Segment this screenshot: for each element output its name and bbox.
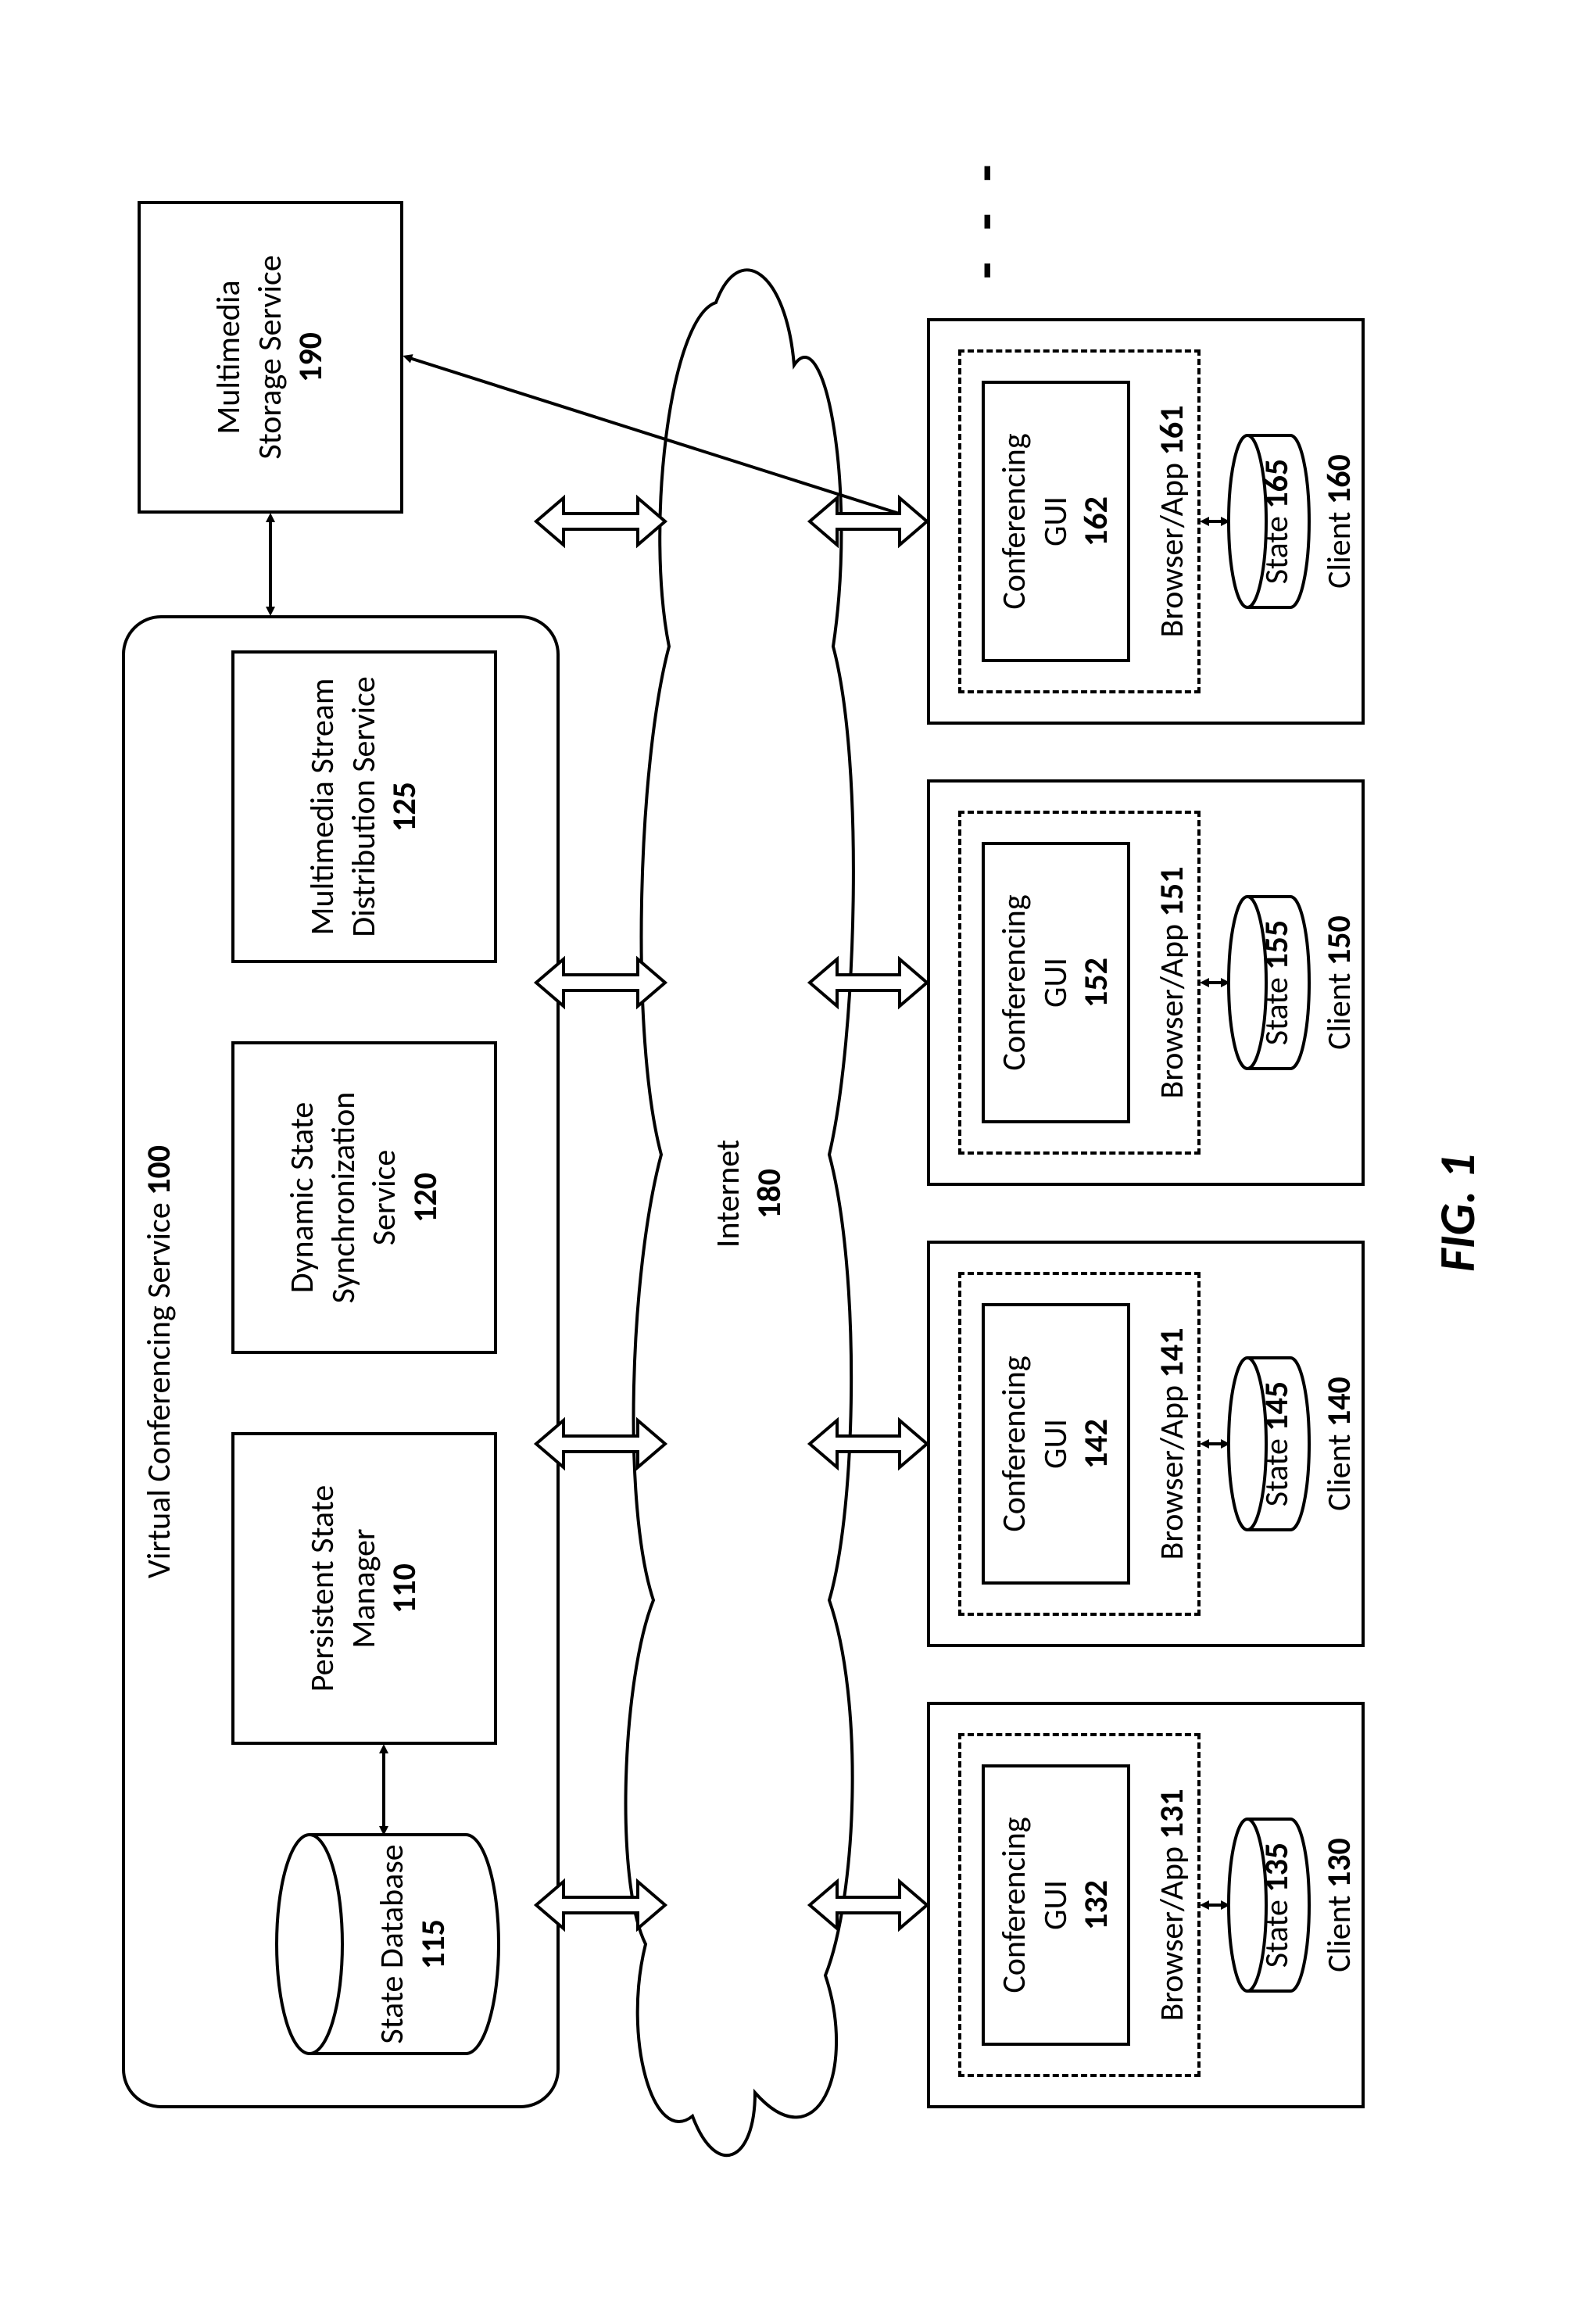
browser-131-label: Browser/App 131 xyxy=(1152,1733,1193,2077)
state-145-label: State 145 xyxy=(1257,1358,1298,1530)
architecture-diagram: Virtual Conferencing Service 100 State D… xyxy=(75,99,1521,2210)
client-150-label: Client 150 xyxy=(1319,779,1361,1186)
browser-151-label: Browser/App 151 xyxy=(1152,811,1193,1155)
browser-141-label: Browser/App 141 xyxy=(1152,1272,1193,1616)
state-155-label: State 155 xyxy=(1257,897,1298,1069)
figure-label: FIG. 1 xyxy=(1427,1154,1488,1272)
psm-box: Persistent State Manager 110 xyxy=(231,1432,497,1745)
state-165-label: State 165 xyxy=(1257,435,1298,607)
client-130-label: Client 130 xyxy=(1319,1702,1361,2108)
client-160-label: Client 160 xyxy=(1319,318,1361,725)
msds-box: Multimedia Stream Distribution Service 1… xyxy=(231,650,497,963)
state-db-label: State Database 115 xyxy=(372,1835,454,2054)
browser-161-label: Browser/App 161 xyxy=(1152,349,1193,693)
gui-162: ConferencingGUI162 xyxy=(982,381,1130,662)
gui-152: ConferencingGUI152 xyxy=(982,842,1130,1123)
gui-132: ConferencingGUI132 xyxy=(982,1764,1130,2046)
state-135-label: State 135 xyxy=(1257,1819,1298,1991)
client-140-label: Client 140 xyxy=(1319,1241,1361,1647)
vcs-title: Virtual Conferencing Service 100 xyxy=(139,1145,181,1578)
gui-142: ConferencingGUI142 xyxy=(982,1303,1130,1585)
mss-box: Multimedia Storage Service 190 xyxy=(138,201,403,514)
dss-box: Dynamic State Synchronization Service 12… xyxy=(231,1041,497,1354)
internet-label: Internet 180 xyxy=(708,1076,790,1311)
ellipsis-icon: - - - xyxy=(950,155,1019,279)
